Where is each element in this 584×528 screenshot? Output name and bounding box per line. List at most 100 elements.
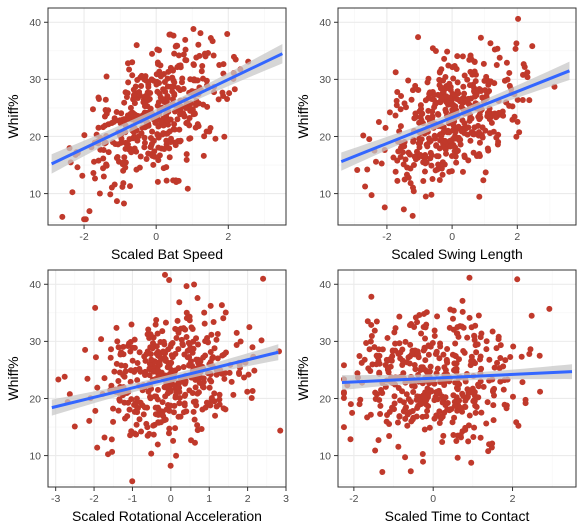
data-point	[62, 374, 68, 380]
data-point	[125, 79, 131, 85]
data-point	[172, 425, 178, 431]
data-point	[211, 319, 217, 325]
data-point	[433, 48, 439, 54]
data-point	[406, 150, 412, 156]
data-point	[394, 98, 400, 104]
data-point	[161, 71, 167, 77]
x-tick-label: -1	[128, 493, 137, 505]
data-point	[168, 117, 174, 123]
data-point	[141, 411, 147, 417]
data-point	[402, 176, 408, 182]
data-point	[362, 184, 368, 190]
data-point	[462, 154, 468, 160]
data-point	[207, 385, 213, 391]
data-point	[110, 406, 116, 412]
y-tick-label: 20	[319, 131, 331, 143]
data-point	[515, 16, 521, 22]
x-tick-label: -2	[89, 493, 98, 505]
data-point	[460, 169, 466, 175]
data-point	[116, 396, 122, 402]
data-point	[394, 178, 400, 184]
data-point	[458, 405, 464, 411]
data-point	[155, 387, 161, 393]
data-point	[109, 436, 115, 442]
data-point	[201, 375, 207, 381]
data-point	[475, 382, 481, 388]
y-tick-label: 40	[29, 17, 41, 29]
data-point	[462, 73, 468, 79]
data-point	[387, 109, 393, 115]
data-point	[409, 97, 415, 103]
data-point	[491, 386, 497, 392]
data-point	[72, 424, 78, 430]
data-point	[184, 157, 190, 163]
data-point	[144, 156, 150, 162]
data-point	[476, 312, 482, 318]
data-point	[433, 143, 439, 149]
data-point	[478, 35, 484, 41]
y-tick-label: 10	[319, 450, 331, 462]
data-point	[519, 379, 525, 385]
data-point	[184, 310, 190, 316]
data-point	[443, 146, 449, 152]
data-point	[491, 417, 497, 423]
data-point	[155, 157, 161, 163]
data-point	[221, 351, 227, 357]
data-point	[341, 390, 347, 396]
data-point	[208, 303, 214, 309]
data-point	[481, 61, 487, 67]
data-point	[438, 414, 444, 420]
data-point	[486, 88, 492, 94]
data-point	[494, 46, 500, 52]
data-point	[389, 353, 395, 359]
data-point	[366, 136, 372, 142]
data-point	[175, 318, 181, 324]
data-point	[454, 324, 460, 330]
x-tick-label: 2	[514, 231, 520, 243]
data-point	[187, 135, 193, 141]
data-point	[376, 437, 382, 443]
data-point	[374, 318, 380, 324]
data-point	[184, 283, 190, 289]
data-point	[74, 164, 80, 170]
data-point	[427, 89, 433, 95]
data-point	[469, 72, 475, 78]
data-point	[368, 294, 374, 300]
data-point	[217, 402, 223, 408]
data-point	[478, 334, 484, 340]
data-point	[469, 354, 475, 360]
data-point	[131, 92, 137, 98]
x-axis-title: Scaled Rotational Acceleration	[72, 508, 262, 524]
data-point	[467, 118, 473, 124]
data-point	[527, 346, 533, 352]
data-point	[212, 413, 218, 419]
data-point	[398, 93, 404, 99]
data-point	[97, 191, 103, 197]
data-point	[59, 214, 65, 220]
data-point	[155, 419, 161, 425]
data-point	[447, 406, 453, 412]
data-point	[481, 384, 487, 390]
data-point	[364, 166, 370, 172]
data-point	[133, 167, 139, 173]
data-point	[441, 128, 447, 134]
data-point	[209, 355, 215, 361]
data-point	[191, 111, 197, 117]
data-point	[367, 368, 373, 374]
data-point	[460, 393, 466, 399]
data-point	[513, 40, 519, 46]
data-point	[86, 418, 92, 424]
data-point	[426, 135, 432, 141]
data-point	[182, 327, 188, 333]
data-point	[416, 312, 422, 318]
y-tick-label: 30	[29, 336, 41, 348]
data-point	[183, 105, 189, 111]
data-point	[146, 389, 152, 395]
data-point	[195, 295, 201, 301]
data-point	[379, 390, 385, 396]
data-point	[398, 123, 404, 129]
data-point	[428, 150, 434, 156]
data-point	[514, 276, 520, 282]
data-point	[215, 331, 221, 337]
x-tick-label: 0	[449, 231, 455, 243]
